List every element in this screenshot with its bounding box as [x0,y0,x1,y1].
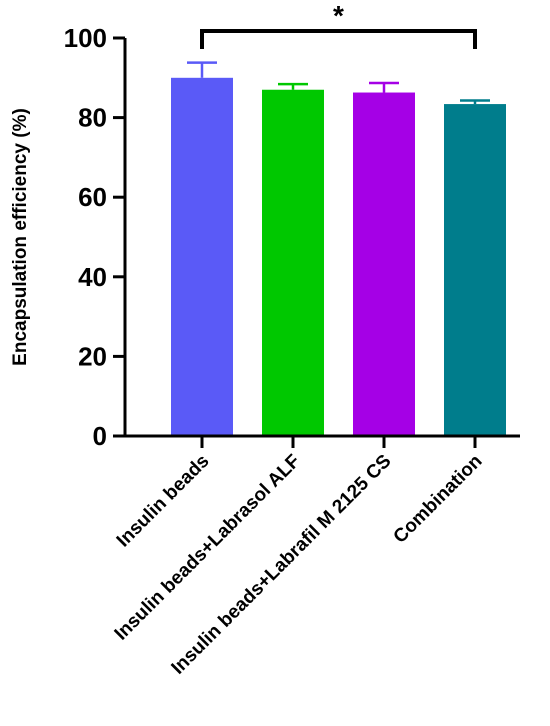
y-tick-label-20: 20 [78,341,107,371]
error-bar-2 [278,82,308,90]
x-category-label-2: Insulin beads+Labrasol ALF [111,451,305,645]
bar-2 [262,89,324,437]
error-bar-1 [187,61,217,78]
y-tick-label-40: 40 [78,262,107,292]
y-tick-label-60: 60 [78,182,107,212]
bar-3 [353,92,415,436]
x-category-label-4: Combination [390,451,487,548]
bar-4 [444,104,506,437]
y-tick-label-100: 100 [64,23,107,53]
y-tick-label-80: 80 [78,103,107,133]
significance-bracket [200,29,477,49]
significance-marker: * [333,0,344,31]
bar-1 [171,77,233,437]
y-tick-label-0: 0 [93,421,107,451]
x-category-label-1: Insulin beads [113,451,214,552]
error-bar-4 [460,99,490,105]
y-axis-title: Encapsulation efficiency (%) [10,108,31,366]
error-bar-3 [369,81,399,93]
